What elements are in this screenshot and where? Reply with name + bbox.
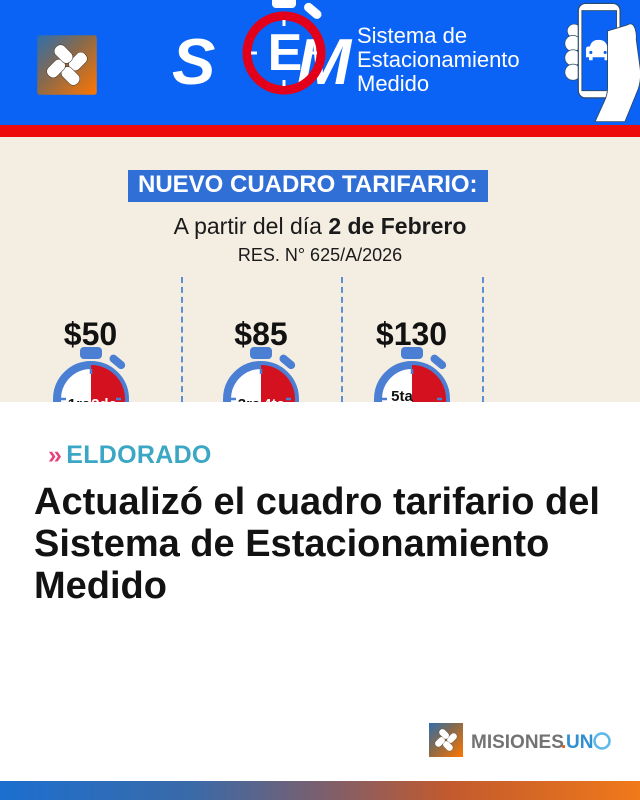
svg-text:5ta: 5ta: [391, 388, 413, 402]
svg-text:E: E: [268, 24, 303, 82]
svg-text:2da: 2da: [91, 396, 118, 402]
svg-text:Estacionamiento: Estacionamiento: [357, 47, 520, 72]
svg-text:Medido: Medido: [357, 71, 429, 96]
svg-text:S: S: [172, 25, 215, 98]
svg-text:UN: UN: [566, 732, 593, 753]
svg-text:MISIONES: MISIONES: [471, 732, 564, 753]
svg-text:3ra: 3ra: [238, 396, 261, 402]
svg-text:1ra: 1ra: [67, 396, 90, 402]
svg-text:Sistema de: Sistema de: [357, 23, 467, 48]
svg-text:4ta: 4ta: [263, 396, 285, 402]
